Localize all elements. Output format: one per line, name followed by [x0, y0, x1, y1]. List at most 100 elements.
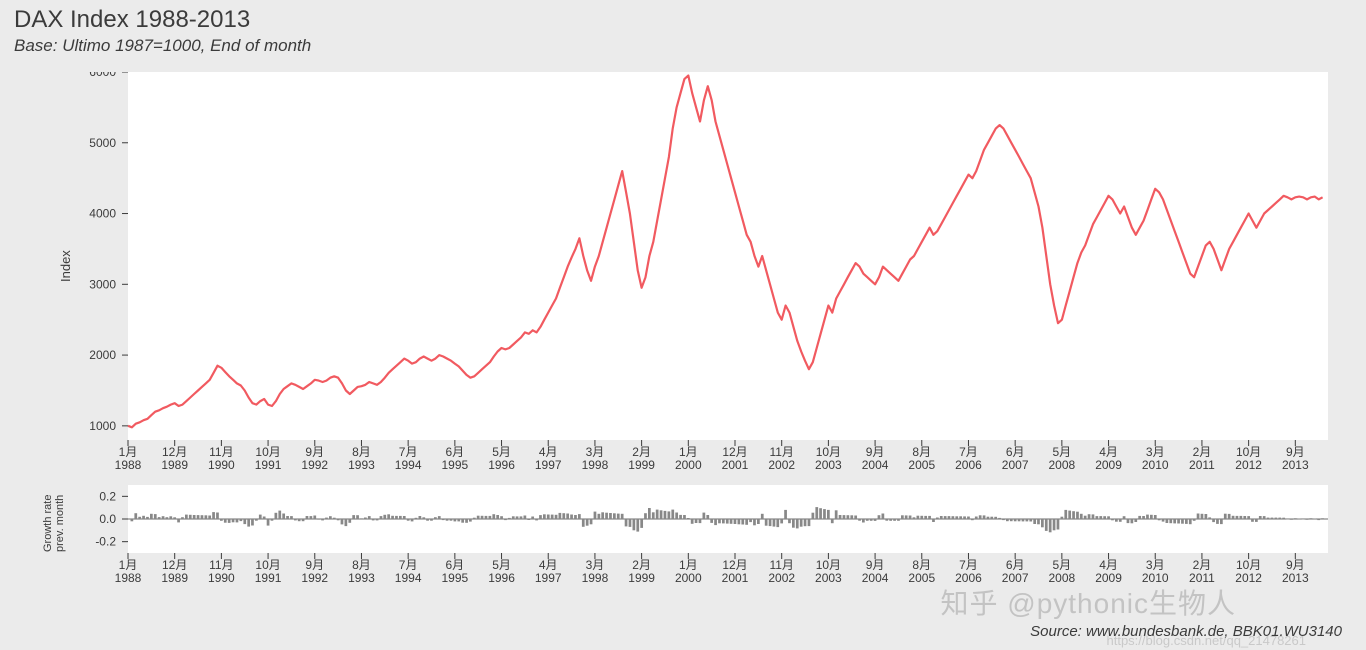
- svg-text:2001: 2001: [722, 571, 749, 585]
- svg-text:10月: 10月: [255, 558, 280, 572]
- svg-text:10月: 10月: [1236, 558, 1261, 572]
- svg-text:4月: 4月: [539, 558, 558, 572]
- top-ylabel: Index: [58, 250, 73, 282]
- svg-text:9月: 9月: [305, 445, 324, 459]
- svg-text:2002: 2002: [768, 571, 795, 585]
- svg-text:1996: 1996: [488, 571, 515, 585]
- svg-text:2005: 2005: [908, 571, 935, 585]
- svg-text:1月: 1月: [119, 558, 138, 572]
- svg-text:5月: 5月: [1053, 445, 1072, 459]
- svg-text:11月: 11月: [769, 445, 793, 459]
- svg-text:5月: 5月: [1053, 558, 1072, 572]
- svg-text:2013: 2013: [1282, 571, 1309, 585]
- svg-text:1月: 1月: [679, 558, 698, 572]
- svg-text:9月: 9月: [305, 558, 324, 572]
- svg-text:2月: 2月: [632, 445, 651, 459]
- svg-text:1993: 1993: [348, 458, 375, 472]
- svg-text:1991: 1991: [255, 458, 282, 472]
- svg-text:2000: 2000: [675, 458, 702, 472]
- top-chart-panel: 1000200030004000500060001月198812月198911月…: [78, 72, 1338, 476]
- svg-text:2009: 2009: [1095, 571, 1122, 585]
- svg-text:6月: 6月: [446, 445, 465, 459]
- svg-text:1999: 1999: [628, 571, 655, 585]
- svg-text:2003: 2003: [815, 571, 842, 585]
- svg-text:2012: 2012: [1235, 458, 1262, 472]
- svg-text:1997: 1997: [535, 571, 562, 585]
- bottom-chart-panel: -0.20.00.21月198812月198911月199010月19919月1…: [78, 485, 1338, 589]
- bottom-ylabel: Growth rateprev. month: [42, 495, 66, 552]
- svg-text:2000: 2000: [675, 571, 702, 585]
- svg-text:2001: 2001: [722, 458, 749, 472]
- svg-text:6000: 6000: [89, 72, 116, 79]
- svg-text:1989: 1989: [161, 458, 188, 472]
- svg-text:8月: 8月: [352, 558, 371, 572]
- svg-text:12月: 12月: [162, 445, 187, 459]
- svg-text:2006: 2006: [955, 571, 982, 585]
- svg-text:8月: 8月: [352, 445, 371, 459]
- svg-text:9月: 9月: [866, 558, 885, 572]
- svg-text:12月: 12月: [162, 558, 187, 572]
- svg-text:1992: 1992: [301, 458, 328, 472]
- svg-text:11月: 11月: [209, 558, 233, 572]
- svg-text:1998: 1998: [582, 458, 609, 472]
- svg-text:2月: 2月: [1193, 445, 1212, 459]
- svg-text:2009: 2009: [1095, 458, 1122, 472]
- svg-text:3月: 3月: [586, 558, 605, 572]
- svg-text:1998: 1998: [582, 571, 609, 585]
- svg-text:5月: 5月: [492, 558, 511, 572]
- svg-text:8月: 8月: [912, 558, 931, 572]
- svg-text:3000: 3000: [89, 277, 116, 291]
- svg-text:5000: 5000: [89, 136, 116, 150]
- svg-text:2002: 2002: [768, 458, 795, 472]
- svg-text:2006: 2006: [955, 458, 982, 472]
- svg-text:4000: 4000: [89, 207, 116, 221]
- svg-text:2000: 2000: [89, 348, 116, 362]
- svg-text:7月: 7月: [959, 558, 978, 572]
- svg-text:1991: 1991: [255, 571, 282, 585]
- svg-text:1994: 1994: [395, 571, 422, 585]
- svg-text:7月: 7月: [399, 558, 418, 572]
- svg-text:1988: 1988: [115, 571, 142, 585]
- svg-text:10月: 10月: [255, 445, 280, 459]
- chart-title: DAX Index 1988-2013: [14, 6, 250, 34]
- svg-text:2010: 2010: [1142, 458, 1169, 472]
- svg-text:6月: 6月: [1006, 445, 1025, 459]
- svg-text:2013: 2013: [1282, 458, 1309, 472]
- svg-text:2007: 2007: [1002, 458, 1029, 472]
- svg-text:6月: 6月: [446, 558, 465, 572]
- svg-text:2008: 2008: [1049, 571, 1076, 585]
- svg-text:1000: 1000: [89, 419, 116, 433]
- svg-text:9月: 9月: [1286, 558, 1305, 572]
- svg-text:10月: 10月: [816, 445, 841, 459]
- svg-text:4月: 4月: [1099, 445, 1118, 459]
- svg-text:3月: 3月: [1146, 558, 1165, 572]
- svg-text:1988: 1988: [115, 458, 142, 472]
- svg-text:2月: 2月: [1193, 558, 1212, 572]
- svg-text:0.0: 0.0: [99, 512, 116, 526]
- svg-text:2003: 2003: [815, 458, 842, 472]
- svg-text:2007: 2007: [1002, 571, 1029, 585]
- svg-text:2004: 2004: [862, 458, 889, 472]
- svg-text:2010: 2010: [1142, 571, 1169, 585]
- svg-text:1990: 1990: [208, 571, 235, 585]
- svg-text:4月: 4月: [539, 445, 558, 459]
- svg-text:1996: 1996: [488, 458, 515, 472]
- svg-text:2月: 2月: [632, 558, 651, 572]
- svg-text:2005: 2005: [908, 458, 935, 472]
- svg-text:1月: 1月: [119, 445, 138, 459]
- svg-text:10月: 10月: [1236, 445, 1261, 459]
- svg-text:11月: 11月: [209, 445, 233, 459]
- svg-text:12月: 12月: [722, 445, 747, 459]
- svg-text:1993: 1993: [348, 571, 375, 585]
- svg-text:1994: 1994: [395, 458, 422, 472]
- svg-text:3月: 3月: [1146, 445, 1165, 459]
- svg-text:2004: 2004: [862, 571, 889, 585]
- svg-text:1989: 1989: [161, 571, 188, 585]
- svg-text:-0.2: -0.2: [95, 535, 116, 549]
- svg-text:1997: 1997: [535, 458, 562, 472]
- svg-text:2008: 2008: [1049, 458, 1076, 472]
- svg-text:3月: 3月: [586, 445, 605, 459]
- svg-text:5月: 5月: [492, 445, 511, 459]
- svg-text:7月: 7月: [959, 445, 978, 459]
- svg-text:8月: 8月: [912, 445, 931, 459]
